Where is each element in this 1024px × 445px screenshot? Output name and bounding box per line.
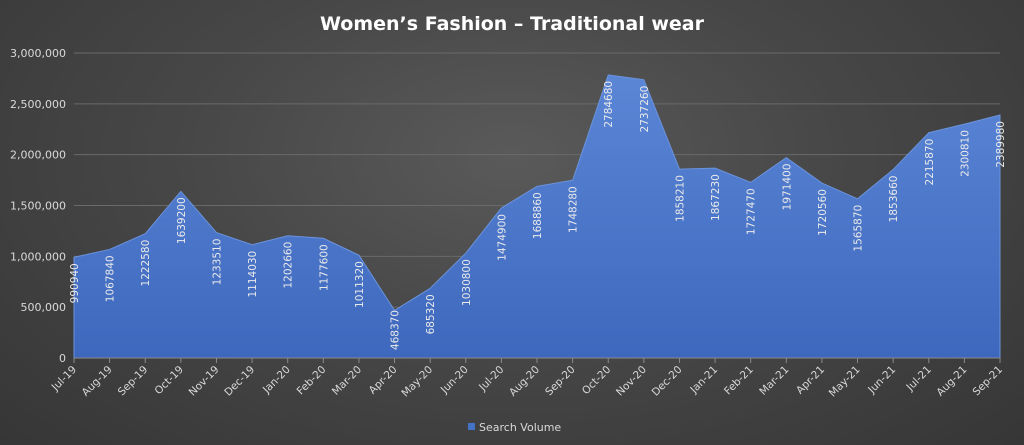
x-tick-label: Mar-21 [757, 364, 791, 398]
x-tick-label: May-21 [827, 364, 863, 400]
data-label: 2784680 [603, 81, 615, 128]
y-tick-label: 1,500,000 [10, 200, 66, 213]
x-tick-label: Aug-20 [507, 364, 542, 399]
x-tick-label: Apr-20 [367, 364, 400, 397]
x-tick-label: Oct-19 [153, 364, 186, 397]
y-tick-label: 0 [59, 352, 66, 365]
data-label: 468370 [390, 310, 402, 350]
x-tick-label: May-20 [399, 364, 435, 400]
data-label: 1688860 [532, 192, 544, 239]
data-label: 1858210 [674, 175, 686, 222]
legend: Search Volume [468, 421, 561, 434]
legend-label: Search Volume [479, 421, 561, 434]
series-area [73, 74, 1001, 359]
data-label: 1748280 [568, 186, 580, 233]
x-tick-label: Nov-20 [614, 364, 649, 399]
data-label: 1222580 [140, 240, 152, 287]
data-label: 685320 [425, 294, 437, 334]
legend-swatch [468, 423, 475, 430]
x-tick-label: Feb-21 [722, 364, 756, 398]
data-label: 1233510 [211, 239, 223, 286]
data-label: 1867230 [710, 174, 722, 221]
x-tick-label: Dec-20 [650, 364, 685, 399]
data-label: 1565870 [853, 205, 865, 252]
data-labels: 990940 1067840 1222580 1639200 1233510 111403… [69, 81, 1007, 350]
y-axis: 0 500,000 1,000,000 1,500,000 2,000,000 2,500… [10, 47, 66, 365]
data-label: 2215870 [924, 139, 936, 186]
x-tick-label: Oct-20 [580, 364, 613, 397]
x-tick-label: Apr-21 [794, 364, 827, 397]
x-tick-label: Sep-20 [543, 364, 578, 399]
x-tick-label: Aug-19 [80, 364, 115, 399]
x-tick-label: Dec-19 [222, 364, 257, 399]
area-fill [73, 74, 1001, 359]
x-tick-label: Jul-20 [476, 364, 506, 394]
data-label: 2389980 [995, 121, 1007, 168]
x-tick-label: Jan-20 [260, 364, 293, 397]
x-tick-label: Nov-19 [187, 364, 222, 399]
y-tick-label: 2,500,000 [10, 98, 66, 111]
data-label: 2737260 [639, 86, 651, 133]
x-tick-label: Sep-19 [116, 364, 151, 399]
x-tick-label: Jun-20 [438, 364, 471, 397]
data-label: 1067840 [105, 255, 117, 302]
data-label: 1727470 [746, 188, 758, 235]
x-tick-label: Sep-21 [971, 364, 1006, 399]
data-label: 1474900 [496, 214, 508, 261]
y-tick-label: 3,000,000 [10, 47, 66, 60]
y-tick-label: 2,000,000 [10, 149, 66, 162]
data-label: 1639200 [176, 197, 188, 244]
y-tick-label: 1,000,000 [10, 250, 66, 263]
x-tick-label: Feb-20 [295, 364, 329, 398]
y-tick-label: 500,000 [21, 301, 67, 314]
x-tick-label: Aug-21 [934, 364, 969, 399]
data-label: 1720560 [817, 189, 829, 236]
x-tick-label: Jun-21 [865, 364, 898, 397]
data-label: 990940 [69, 263, 81, 303]
data-label: 1971400 [781, 164, 793, 211]
x-tick-label: Jul-19 [49, 364, 79, 394]
data-label: 1114030 [247, 251, 259, 298]
data-label: 1853660 [888, 176, 900, 223]
x-axis: Jul-19 Aug-19 Sep-19 Oct-19 Nov-19 Dec-19 Jan-… [49, 357, 1006, 400]
data-label: 1177600 [318, 244, 330, 291]
chart-title: Women’s Fashion – Traditional wear [320, 13, 705, 35]
data-label: 2300810 [959, 130, 971, 177]
x-tick-label: Mar-20 [330, 364, 364, 398]
x-tick-label: Jan-21 [687, 364, 720, 397]
data-label: 1202660 [283, 242, 295, 289]
data-label: 1011320 [354, 261, 366, 308]
x-tick-label: Jul-21 [904, 364, 934, 394]
data-label: 1030800 [461, 259, 473, 306]
